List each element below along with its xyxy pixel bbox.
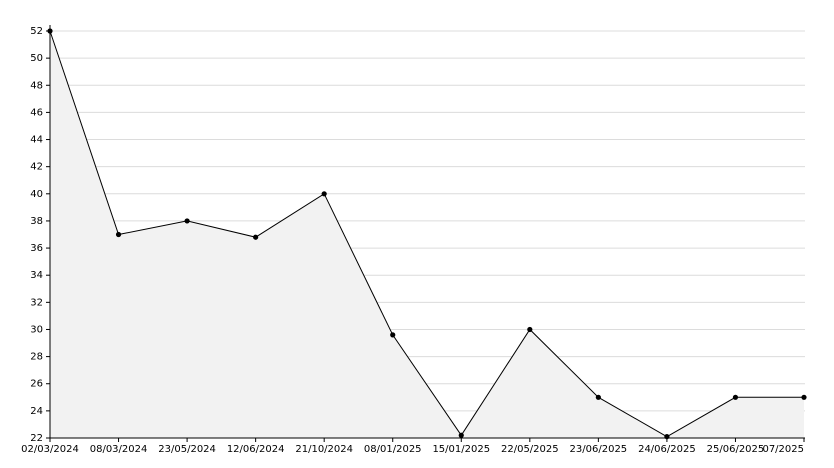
y-tick-label: 46 [30, 107, 43, 118]
x-tick-label: 25/06/2025 [707, 444, 765, 455]
x-tick-label: 02/03/2024 [21, 444, 79, 455]
y-tick-label: 50 [30, 53, 43, 64]
line [49, 30, 804, 438]
point [184, 218, 190, 224]
point [458, 432, 464, 438]
x-tick-label: 08/03/2024 [90, 444, 148, 455]
y-tick-label: 34 [30, 270, 43, 281]
point [47, 28, 53, 34]
x-tick-label: 08/01/2025 [364, 444, 422, 455]
y-tick-label: 42 [30, 162, 43, 173]
point [732, 394, 739, 400]
point [390, 332, 396, 338]
y-tick-label: 48 [30, 80, 43, 91]
point [664, 434, 670, 440]
point [595, 394, 601, 400]
point [115, 231, 122, 238]
x-tick-label: 21/10/2024 [295, 444, 353, 455]
x-tick-label: 12/06/2024 [227, 444, 285, 455]
point [253, 234, 259, 240]
point [527, 326, 533, 333]
y-tick-label: 44 [30, 135, 43, 146]
x-tick-label: 24/06/2025 [638, 444, 696, 455]
y-tick-label: 26 [30, 379, 43, 390]
y-tick-label: 32 [30, 297, 43, 308]
x-tick-label: 22/05/2025 [501, 444, 559, 455]
y-tick-label: 36 [30, 243, 43, 254]
y-tick-label: 22 [30, 433, 43, 444]
x-tick-label: 07/2025 [762, 444, 804, 455]
y-tick-label: 38 [30, 216, 43, 227]
point [321, 191, 327, 197]
x-tick-label: 23/06/2025 [570, 444, 628, 455]
y-tick-label: 30 [30, 324, 43, 335]
x-tick-label: 23/05/2024 [158, 444, 216, 455]
y-tick-label: 40 [30, 189, 43, 200]
y-tick-label: 24 [30, 406, 43, 417]
area [50, 31, 804, 438]
x-tick-label: 15/01/2025 [432, 444, 490, 455]
y-tick-label: 28 [30, 352, 43, 363]
point [801, 394, 807, 400]
y-tick-label: 52 [30, 26, 43, 37]
